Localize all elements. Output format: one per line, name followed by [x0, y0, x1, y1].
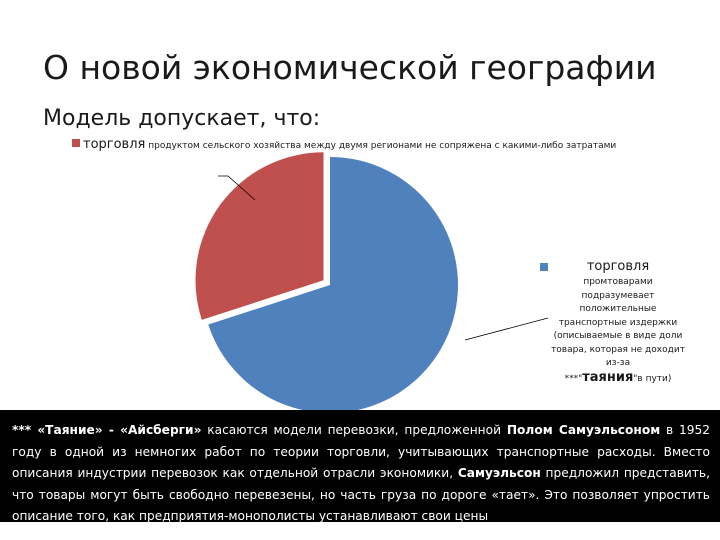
legend-label-tail: "в пути) [633, 373, 672, 384]
legend-label-stars: ***" [564, 373, 583, 384]
legend-label-rest: продуктом сельского хозяйства между двум… [145, 141, 617, 151]
pie-label-agricultural: торговля продуктом сельского хозяйства м… [72, 137, 616, 152]
legend-swatch-blue [540, 263, 548, 271]
footnote-author: Полом Самуэльсоном [506, 423, 661, 437]
legend-label-head: торговля [586, 259, 650, 274]
footnote-term-melting: «Таяние» [37, 423, 103, 437]
legend-label-melting: таяния [582, 369, 634, 385]
slide-title: О новой экономической географии [43, 48, 657, 87]
pie-label-manufactured: торговля промтоварами подразумевает поло… [540, 258, 688, 386]
legend-label-head: торговля [83, 137, 146, 152]
legend-swatch-red [72, 139, 80, 147]
pie-slice-manufactured-trade [208, 157, 458, 413]
footnote-box: *** «Таяние» - «Айсберги» касаются модел… [0, 410, 720, 523]
legend-label-rest: промтоварами подразумевает положительные… [551, 277, 685, 368]
footnote-stars: *** [12, 423, 38, 437]
footnote-text: предложил представить, что товары могут … [12, 466, 710, 523]
leader-line-manufactured [464, 317, 549, 341]
footnote-text: касаются модели перевозки, предложенной [201, 423, 507, 437]
footnote-author-short: Самуэльсон [457, 466, 541, 480]
footnote-term-icebergs: «Айсберги» [120, 423, 202, 437]
leader-line-agricultural [218, 175, 256, 201]
footnote-text: в 1952 году в одной из немногих работ по… [12, 423, 710, 480]
slide-subtitle: Модель допускает, что: [43, 106, 321, 131]
pie-slice-agricultural-trade [195, 152, 324, 320]
footnote-dash: - [102, 423, 121, 437]
